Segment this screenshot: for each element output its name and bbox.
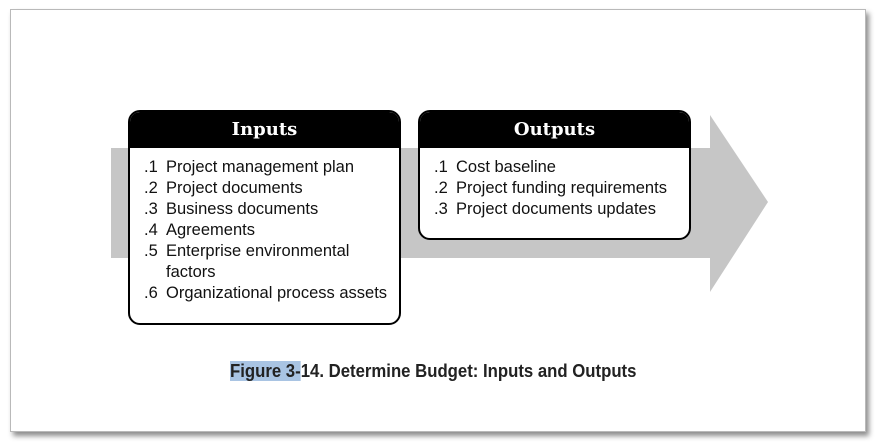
item-text: Business documents: [166, 200, 319, 218]
inputs-list: .1 Project management plan .2 Project docu…: [130, 148, 399, 304]
item-text: Enterprise environmental factors: [166, 242, 350, 281]
item-text: Project management plan: [166, 158, 355, 176]
caption-highlighted[interactable]: Figure 3-: [230, 361, 301, 381]
item-text: Agreements: [166, 221, 255, 239]
outputs-item: .1 Cost baseline: [434, 157, 689, 178]
inputs-title: Inputs: [130, 112, 399, 148]
inputs-item: .5 Enterprise environmental factors: [144, 241, 399, 283]
item-number: .4: [144, 221, 158, 239]
figure-caption: Figure 3-14. Determine Budget: Inputs an…: [230, 361, 636, 382]
item-number: .2: [434, 179, 448, 197]
outputs-item: .2 Project funding requirements: [434, 178, 689, 199]
caption-text: 14. Determine Budget: Inputs and Outputs: [300, 361, 637, 381]
item-number: .5: [144, 242, 158, 260]
outputs-box: Outputs .1 Cost baseline .2 Project fundin…: [418, 110, 691, 240]
outputs-item: .3 Project documents updates: [434, 199, 689, 220]
item-text: Project documents: [166, 179, 303, 197]
inputs-item: .4 Agreements: [144, 220, 399, 241]
item-text: Organizational process assets: [166, 284, 388, 302]
item-text: Cost baseline: [456, 158, 556, 176]
item-number: .2: [144, 179, 158, 197]
inputs-item: .6 Organizational process assets: [144, 283, 399, 304]
item-number: .6: [144, 284, 158, 302]
inputs-box: Inputs .1 Project management plan .2 Proje…: [128, 110, 401, 325]
outputs-title: Outputs: [420, 112, 689, 148]
item-number: .1: [144, 158, 158, 176]
inputs-item: .3 Business documents: [144, 199, 399, 220]
outputs-list: .1 Cost baseline .2 Project funding requir…: [420, 148, 689, 220]
inputs-item: .2 Project documents: [144, 178, 399, 199]
item-text: Project funding requirements: [456, 179, 667, 197]
inputs-item: .1 Project management plan: [144, 157, 399, 178]
item-number: .3: [144, 200, 158, 218]
item-text: Project documents updates: [456, 200, 656, 218]
item-number: .1: [434, 158, 448, 176]
item-number: .3: [434, 200, 448, 218]
